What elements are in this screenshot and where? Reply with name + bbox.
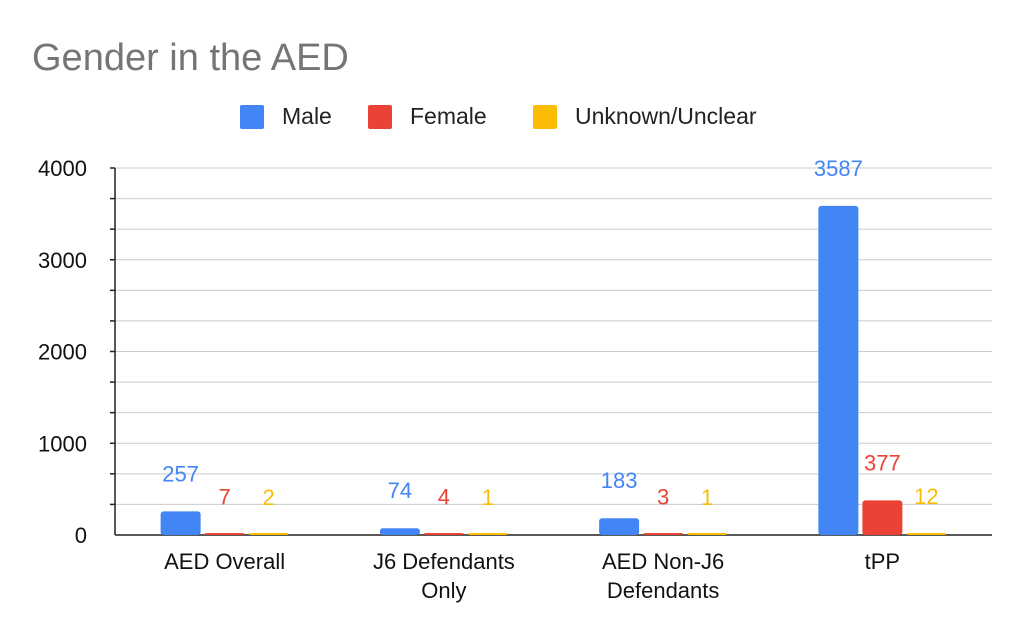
data-label: 4 [438,485,450,510]
legend-swatch [240,105,264,129]
data-label: 183 [601,468,638,493]
legend-label: Female [410,103,487,129]
bar [818,205,859,535]
data-label: 377 [864,450,901,475]
y-tick-label: 3000 [38,248,87,273]
y-tick-label: 1000 [38,431,87,456]
bar [687,533,728,535]
bar [643,533,684,535]
data-label: 1 [482,485,494,510]
x-tick-label: AED Non-J6 [602,549,724,574]
bar [467,533,508,535]
data-label: 2 [263,485,275,510]
x-tick-label: AED Overall [164,549,285,574]
data-label: 3 [657,485,669,510]
bar [160,511,201,535]
data-label: 1 [701,485,713,510]
chart-title: Gender in the AED [32,37,349,79]
data-label: 257 [162,461,199,486]
bar [204,533,245,535]
legend-swatch [533,105,557,129]
x-tick-label: Only [421,578,466,603]
x-tick-label: J6 Defendants [373,549,515,574]
bar [379,528,420,535]
bar [248,533,289,535]
y-tick-label: 0 [75,523,87,548]
legend-label: Unknown/Unclear [575,103,757,129]
data-label: 12 [914,484,938,509]
legend-label: Male [282,103,332,129]
bar [599,518,640,535]
data-label: 3587 [814,156,863,181]
bar [862,500,903,535]
data-label: 7 [219,484,231,509]
x-tick-label: tPP [865,549,900,574]
data-label: 74 [388,478,412,503]
bar [906,533,947,535]
legend-swatch [368,105,392,129]
bar [423,533,464,535]
x-tick-label: Defendants [607,578,720,603]
y-tick-label: 4000 [38,156,87,181]
y-tick-label: 2000 [38,340,87,365]
